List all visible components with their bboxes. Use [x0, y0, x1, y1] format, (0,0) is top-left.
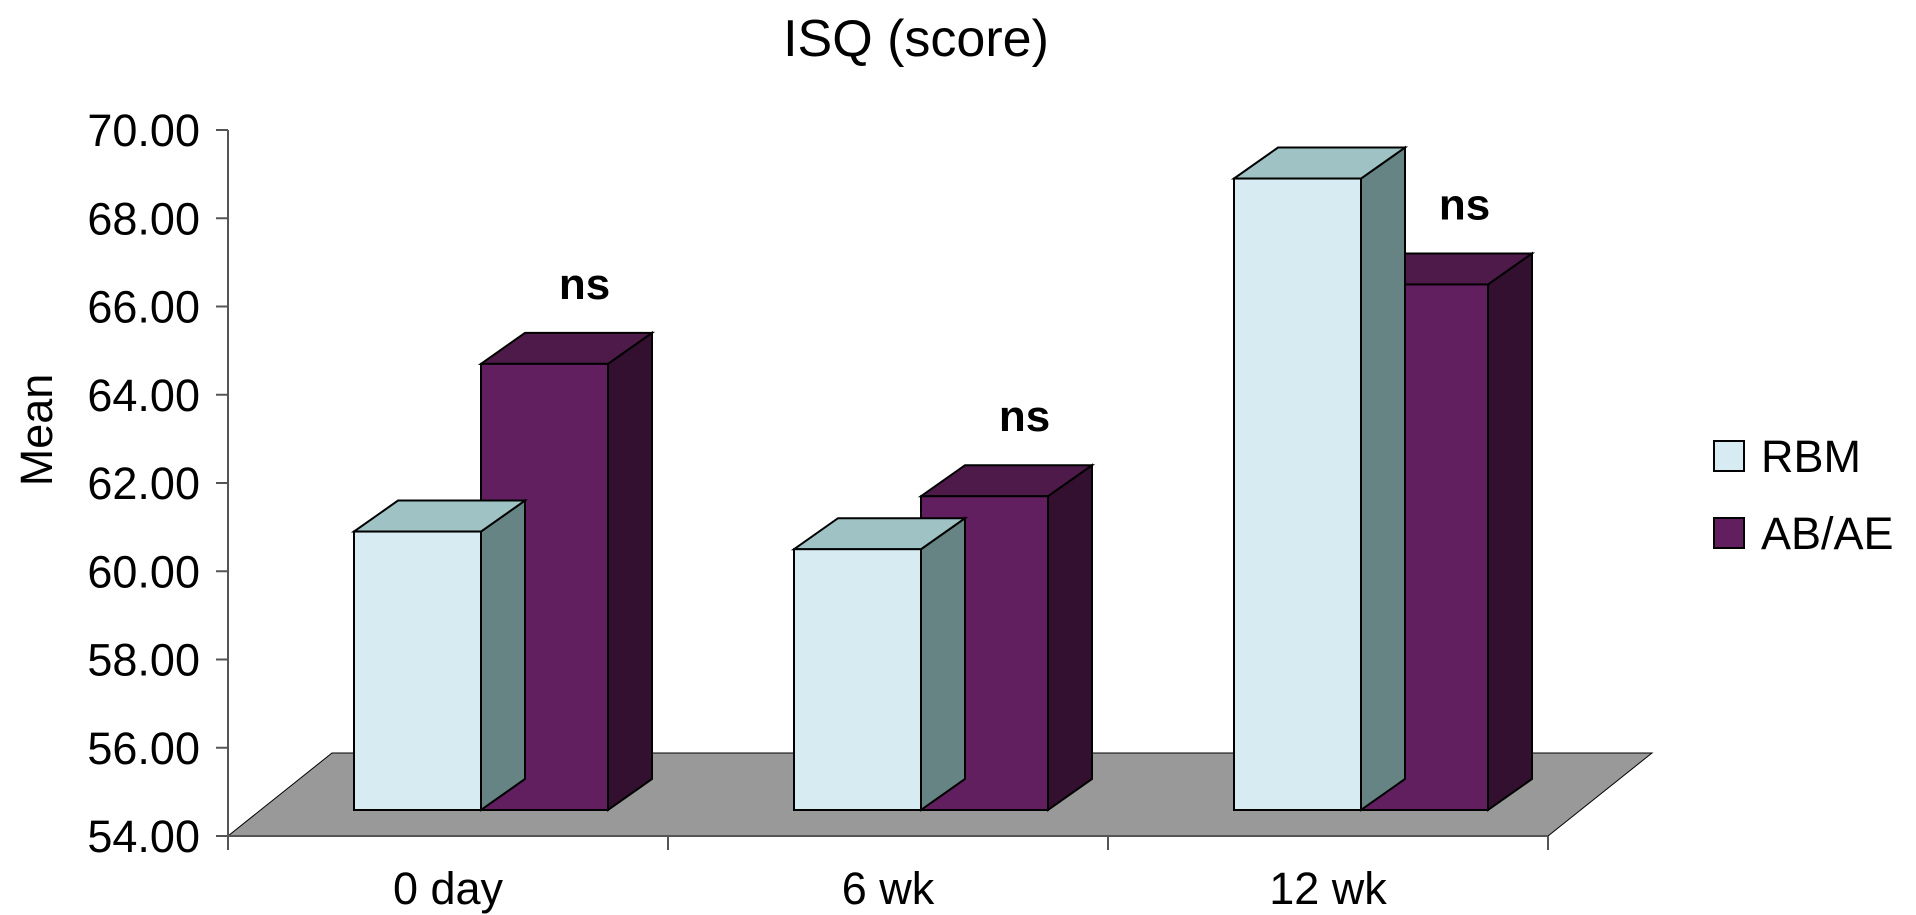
- y-tick-label: 64.00: [87, 370, 200, 421]
- x-tick-label: 6 wk: [842, 863, 935, 914]
- legend: RBM AB/AE: [1713, 431, 1894, 559]
- bar-side: [1047, 463, 1093, 812]
- y-tick-label: 60.00: [87, 546, 200, 597]
- bar-abae-1: [917, 463, 1096, 812]
- annotations: ns ns ns: [559, 180, 1490, 441]
- legend-label-abae: AB/AE: [1761, 508, 1894, 559]
- y-tick-label: 70.00: [87, 105, 200, 156]
- bar-side: [920, 516, 966, 812]
- bar-side: [480, 498, 526, 812]
- bar-side: [1487, 251, 1533, 812]
- bar-front: [793, 548, 922, 811]
- y-tick-label: 56.00: [87, 723, 200, 774]
- chart-title: ISQ (score): [783, 10, 1049, 68]
- bars: [350, 145, 1536, 812]
- significance-label: ns: [999, 392, 1050, 441]
- legend-swatch-abae: [1713, 517, 1745, 549]
- bar-rbm-0: [350, 498, 529, 812]
- bar-rbm-2: [1230, 145, 1409, 812]
- y-axis-label: Mean: [11, 374, 62, 487]
- x-tick-label: 0 day: [393, 863, 504, 914]
- x-ticks: 0 day 6 wk 12 wk: [227, 836, 1549, 914]
- bar-rbm-1: [790, 516, 969, 812]
- bar-side: [607, 330, 653, 812]
- legend-label-rbm: RBM: [1761, 431, 1861, 482]
- bar-front: [353, 530, 482, 811]
- bar-front: [1233, 177, 1362, 812]
- significance-label: ns: [1439, 180, 1490, 229]
- legend-swatch-rbm: [1713, 440, 1745, 472]
- y-tick-label: 66.00: [87, 282, 200, 333]
- y-tick-label: 54.00: [87, 811, 200, 862]
- y-tick-label: 68.00: [87, 193, 200, 244]
- y-tick-label: 62.00: [87, 458, 200, 509]
- y-tick-label: 58.00: [87, 635, 200, 686]
- significance-label: ns: [559, 260, 610, 309]
- bar-side: [1360, 145, 1406, 812]
- x-tick-label: 12 wk: [1269, 863, 1387, 914]
- y-ticks: 54.00 56.00 58.00 60.00 62.00 64.00 66.00 68.00…: [87, 105, 228, 862]
